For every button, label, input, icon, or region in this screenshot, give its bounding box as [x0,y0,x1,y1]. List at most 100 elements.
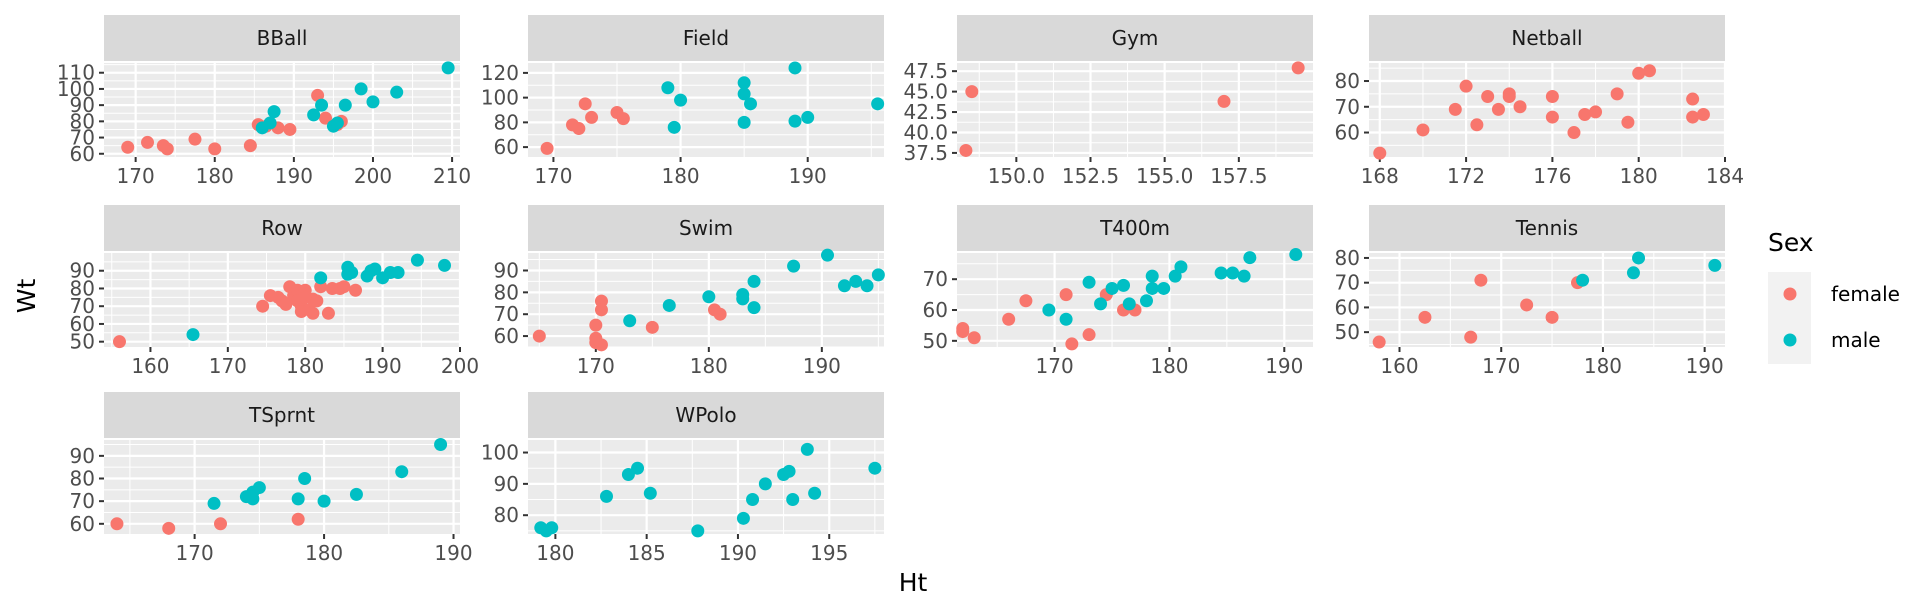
y-tick-label: 60 [70,142,95,166]
point-female [1513,100,1527,114]
y-tick-label: 70 [70,489,95,513]
point-male [820,248,834,262]
x-tick-label: 184 [1706,164,1744,188]
point-female [572,122,586,136]
x-tick-label: 170 [534,164,572,188]
point-male [1237,269,1251,283]
point-female [589,318,603,332]
y-tick-label: 80 [70,109,95,133]
point-female [279,297,293,311]
facet-strip [1369,15,1725,61]
point-male [1094,297,1108,311]
point-female [1642,64,1656,78]
point-female [1610,87,1624,101]
y-tick-label: 100 [481,441,519,465]
point-male [1117,278,1131,292]
facet-strip [528,205,884,251]
facet-strip-label: TSprnt [248,403,315,427]
point-female [208,142,222,156]
point-male [267,105,281,119]
legend: Sex female male [1768,228,1900,364]
legend-key-male [1783,333,1797,347]
point-male [800,442,814,456]
legend-label-male: male [1831,328,1881,352]
y-tick-label: 70 [494,302,519,326]
point-male [744,97,757,111]
x-tick-label: 180 [690,354,728,378]
y-tick-label: 80 [1335,246,1360,270]
facet-panel-background [528,440,884,534]
point-male [395,465,409,479]
point-female [1372,335,1386,349]
point-male [330,116,344,130]
x-tick-label: 170 [209,354,247,378]
x-tick-label: 176 [1533,164,1571,188]
point-female [1686,92,1700,106]
facet-panel-background [957,253,1313,347]
point-male [787,259,801,273]
point-male [736,292,750,306]
point-female [214,517,228,531]
point-male [391,266,405,280]
facet-panel-background [1369,63,1725,157]
facet-strip [104,392,460,438]
x-tick-label: 190 [275,164,313,188]
facet-strip [957,15,1313,61]
point-female [1545,89,1559,103]
point-female [1632,66,1646,80]
point-male [1139,294,1153,308]
y-tick-label: 47.5 [903,59,948,83]
y-tick-label: 50 [1335,320,1360,344]
y-tick-label: 80 [494,503,519,527]
point-male [747,301,761,315]
legend-key-background [1768,272,1811,364]
y-tick-label: 90 [494,472,519,496]
point-female [1418,310,1432,324]
x-tick-label: 180 [1620,164,1658,188]
point-female [311,88,325,102]
point-female [349,283,363,297]
point-female [156,139,170,153]
point-female [306,306,320,320]
facet-strip-label: T400m [1099,216,1170,240]
point-male [1626,266,1640,280]
x-tick-label: 172 [1447,164,1485,188]
point-female [645,320,659,334]
point-female [1481,89,1495,103]
point-male [1632,251,1646,265]
point-male [871,268,885,282]
point-male [366,95,380,109]
point-male [623,314,637,328]
point-female [121,140,135,154]
y-tick-label: 80 [70,467,95,491]
point-male [736,511,750,525]
point-female [1448,102,1462,116]
legend-label-female: female [1831,282,1900,306]
x-tick-label: 190 [789,164,827,188]
y-tick-label: 110 [57,61,95,85]
point-female [1621,115,1635,129]
x-tick-label: 210 [433,164,471,188]
y-tick-label: 100 [57,77,95,101]
point-male [837,279,851,293]
facet-strip [104,205,460,251]
facet-strip [957,205,1313,251]
y-tick-label: 70 [1335,95,1360,119]
point-female [1464,330,1478,344]
point-female [283,122,297,136]
point-male [737,76,751,90]
point-female [585,110,599,124]
facet-strip [528,15,884,61]
point-male [788,114,802,128]
point-male [1226,266,1240,280]
point-male [349,487,363,501]
x-tick-label: 152.5 [1062,164,1119,188]
point-male [868,461,882,475]
point-male [737,87,751,101]
legend-key-female [1783,287,1797,301]
point-male [1708,258,1722,272]
point-female [1474,273,1488,287]
point-female [1002,312,1016,326]
point-female [959,143,973,157]
